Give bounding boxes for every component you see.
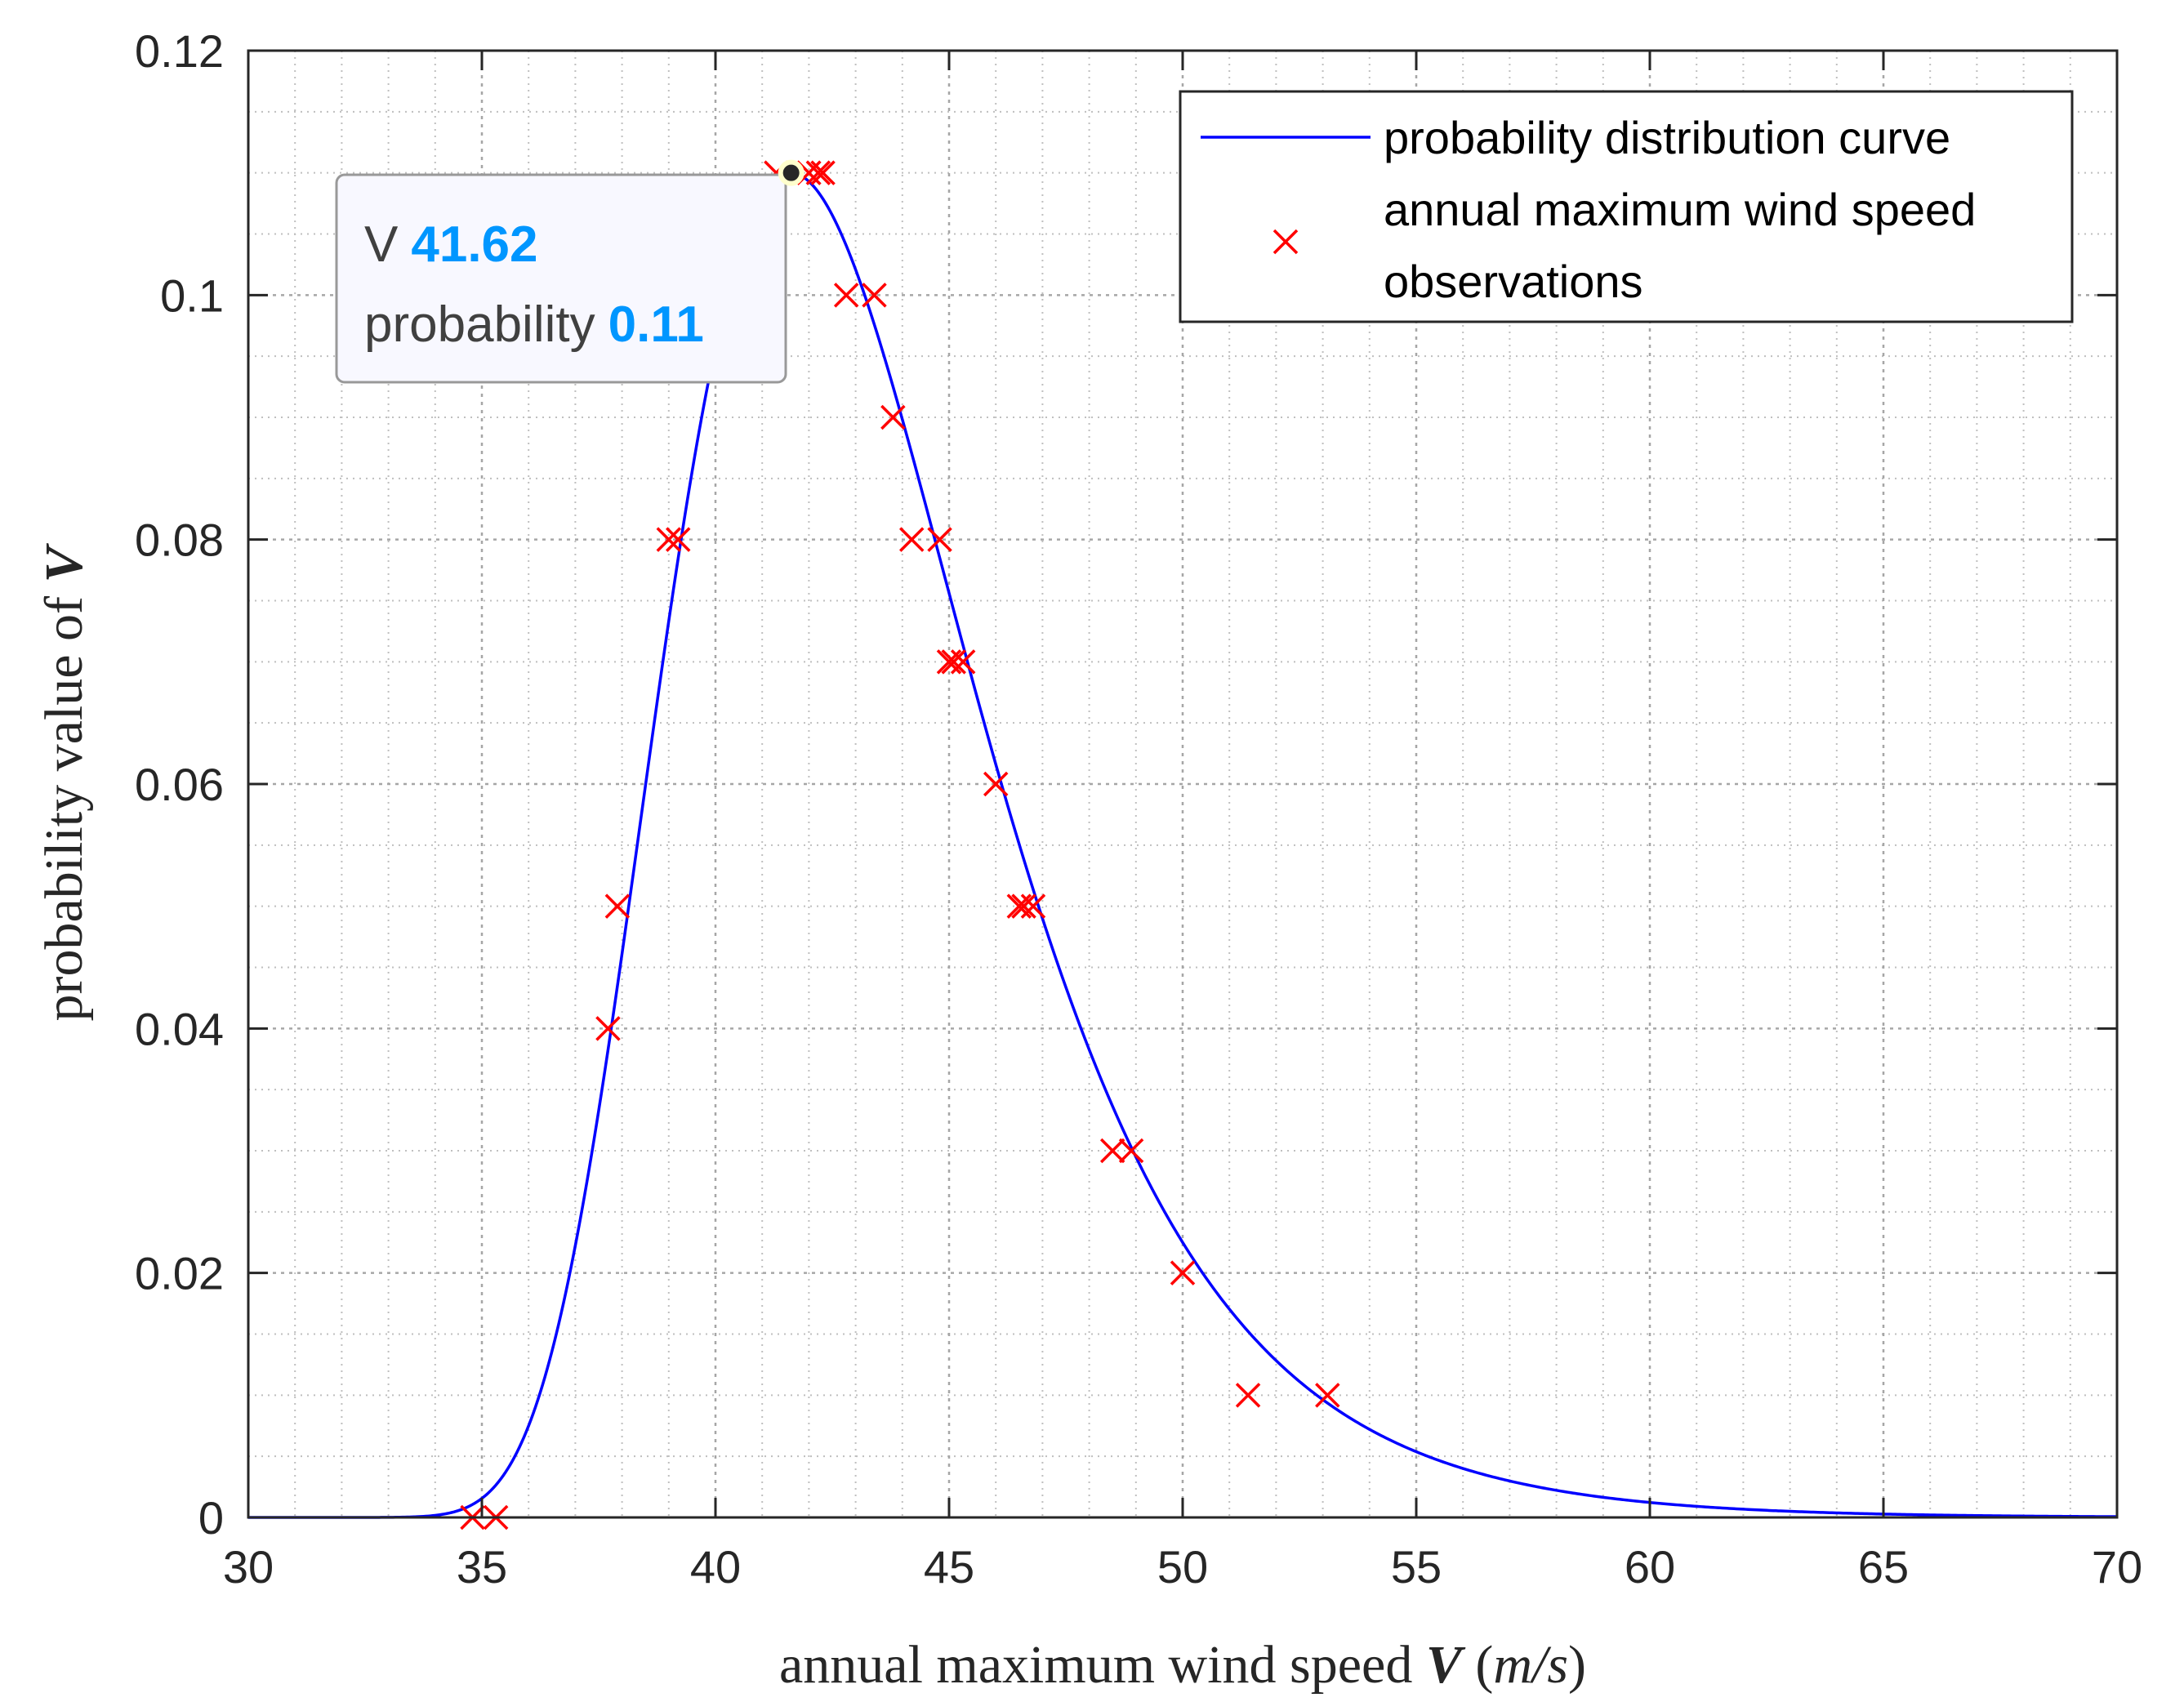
x-axis-label-open: (	[1462, 1635, 1493, 1695]
observation-point	[1099, 1138, 1125, 1164]
observation-point	[862, 283, 887, 308]
x-tick-label: 40	[690, 1541, 741, 1593]
x-axis-label-close: )	[1568, 1635, 1586, 1695]
observation-point	[983, 771, 1009, 797]
x-tick-label: 55	[1391, 1541, 1442, 1593]
observation-point	[1315, 1383, 1340, 1408]
datatip-point[interactable]	[778, 159, 805, 186]
observation-point	[666, 527, 691, 552]
legend-observation-swatch	[1273, 229, 1299, 255]
y-tick-label: 0	[198, 1492, 224, 1544]
x-axis-label: annual maximum wind speed V (m/s)	[779, 1635, 1586, 1695]
legend-observation-label-line2: observations	[1384, 256, 1643, 307]
axis-ticks	[247, 49, 2119, 1519]
observation-point	[805, 160, 831, 185]
y-axis-label: probability value of V	[34, 543, 94, 1022]
y-tick-label: 0.04	[135, 1003, 224, 1054]
x-tick-label: 50	[1157, 1541, 1208, 1593]
x-axis-label-variable: V	[1426, 1635, 1466, 1695]
y-tick-label: 0.08	[135, 515, 224, 566]
x-tick-label: 65	[1858, 1541, 1909, 1593]
x-axis-label-unit: m/s	[1493, 1635, 1568, 1695]
x-tick-labels: 30 35 40 45 50 55 60 65 70	[223, 1541, 2142, 1593]
probability-distribution-curve	[248, 172, 2118, 1519]
observation-point	[1118, 1138, 1144, 1164]
observation-point	[604, 893, 631, 919]
y-tick-labels: 0 0.02 0.04 0.06 0.08 0.1 0.12	[135, 25, 224, 1544]
datatip-y-row: probability 0.11	[364, 296, 704, 353]
observation-point	[941, 649, 966, 675]
legend-observation-label-line1: annual maximum wind speed	[1384, 184, 1976, 235]
observation-point	[833, 283, 859, 308]
y-axis-label-variable: V	[34, 543, 94, 583]
x-tick-label: 60	[1625, 1541, 1675, 1593]
y-tick-label: 0.1	[160, 270, 224, 321]
y-tick-label: 0.06	[135, 759, 224, 810]
observation-point	[1170, 1260, 1196, 1285]
x-tick-label: 45	[924, 1541, 974, 1593]
y-axis-label-prefix: probability value of	[34, 583, 94, 1022]
x-axis-label-prefix: annual maximum wind speed	[779, 1635, 1426, 1695]
observation-markers	[460, 160, 1340, 1530]
y-tick-label: 0.02	[135, 1248, 224, 1299]
x-tick-label: 30	[223, 1541, 274, 1593]
datatip[interactable]: V 41.62 probability 0.11	[335, 159, 805, 384]
observation-point	[656, 527, 682, 552]
datatip-x-label: V	[364, 216, 399, 273]
observation-point	[595, 1016, 621, 1041]
x-tick-label: 70	[2092, 1541, 2142, 1593]
observation-point	[950, 649, 976, 675]
observation-point	[899, 527, 925, 552]
observation-point	[810, 160, 836, 185]
observation-point	[1235, 1383, 1261, 1408]
observation-point	[927, 527, 952, 552]
datatip-y-label: probability	[364, 296, 595, 353]
x-tick-label: 35	[457, 1541, 507, 1593]
datatip-x-value: 41.62	[411, 216, 537, 273]
observation-point	[1011, 893, 1036, 919]
datatip-x-row: V 41.62	[364, 216, 538, 273]
datatip-y-value: 0.11	[608, 296, 704, 353]
legend-box	[1179, 90, 2074, 323]
datatip-box	[335, 173, 787, 384]
observation-point	[1020, 893, 1046, 919]
y-tick-label: 0.12	[135, 25, 224, 77]
legend[interactable]: probability distribution curve annual ma…	[1179, 90, 2074, 323]
legend-curve-label: probability distribution curve	[1384, 112, 1950, 163]
observation-point	[880, 404, 906, 430]
